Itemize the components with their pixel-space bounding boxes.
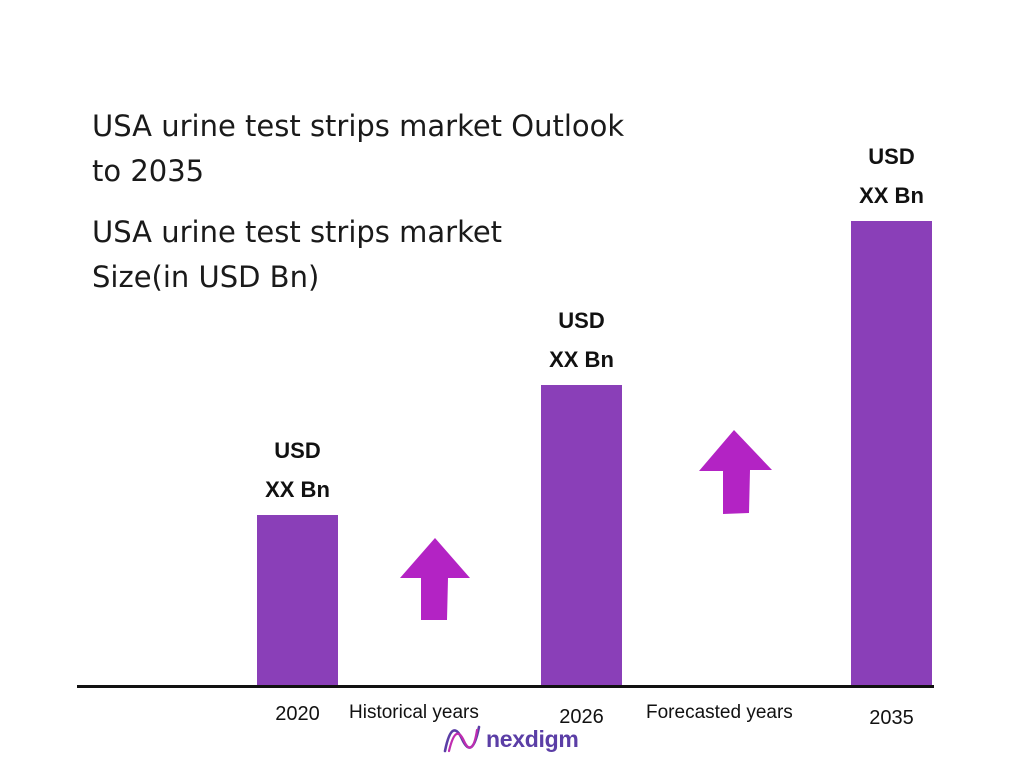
annotation-historical-years: Historical years — [349, 702, 479, 723]
chart-subtitle-line1: USA urine test strips market — [92, 215, 503, 249]
nexdigm-wave-icon — [443, 725, 481, 753]
value-label-2026-unit: USD — [558, 308, 605, 333]
chart-title-line2: to 2035 — [92, 154, 205, 188]
x-axis-line — [77, 685, 934, 688]
x-tick-2026: 2026 — [559, 706, 604, 728]
x-tick-2035: 2035 — [869, 707, 914, 729]
bar-2020 — [257, 515, 338, 688]
growth-arrow-up-icon — [400, 538, 470, 620]
x-tick-2020: 2020 — [275, 703, 320, 725]
bar-2035 — [851, 221, 932, 688]
bar-2026 — [541, 385, 622, 688]
value-label-2026-value: XX Bn — [549, 347, 614, 372]
value-label-2035-value: XX Bn — [859, 183, 924, 208]
growth-arrow-up-icon — [699, 430, 772, 514]
value-label-2020-unit: USD — [274, 438, 321, 463]
value-label-2020-value: XX Bn — [265, 477, 330, 502]
annotation-forecasted-years: Forecasted years — [646, 702, 793, 723]
chart-subtitle-line2: Size(in USD Bn) — [92, 260, 320, 294]
chart-title-line1: USA urine test strips market Outlook — [92, 109, 625, 143]
value-label-2035-unit: USD — [868, 144, 915, 169]
logo-text: nexdigm — [486, 725, 579, 752]
nexdigm-logo: nexdigm — [442, 724, 579, 754]
